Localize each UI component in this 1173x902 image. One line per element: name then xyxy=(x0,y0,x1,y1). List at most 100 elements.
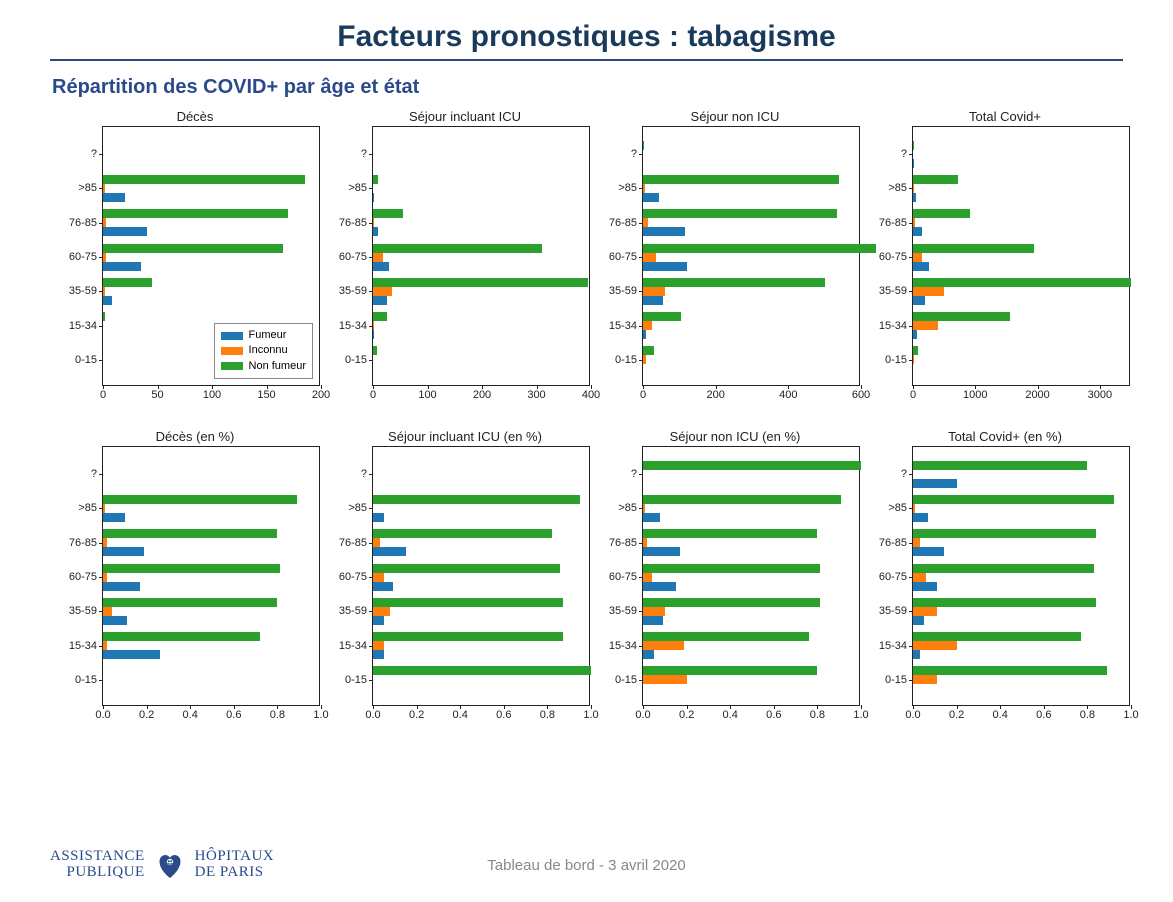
ytick-label: >85 xyxy=(78,182,97,194)
bar-non_fumeur xyxy=(913,312,1010,321)
bar-non_fumeur xyxy=(373,632,563,641)
bar-inconnu xyxy=(913,641,957,650)
xtick-label: 0.4 xyxy=(453,709,468,721)
plot-area: 0-1515-3435-5960-7576-85>85?010020030040… xyxy=(372,126,590,386)
ytick-label: ? xyxy=(901,148,907,160)
xtick-label: 0.0 xyxy=(905,709,920,721)
bar-inconnu xyxy=(913,321,938,330)
footer-caption: Tableau de bord - 3 avril 2020 xyxy=(487,857,685,874)
xtick-label: 200 xyxy=(473,389,491,401)
bar-non_fumeur xyxy=(643,312,681,321)
bar-non_fumeur xyxy=(103,312,105,321)
xtick-label: 50 xyxy=(151,389,163,401)
bar-non_fumeur xyxy=(913,495,1114,504)
bar-inconnu xyxy=(643,321,652,330)
bar-non_fumeur xyxy=(103,244,283,253)
legend-item: Fumeur xyxy=(221,328,306,343)
bar-non_fumeur xyxy=(103,495,297,504)
ytick-label: 15-34 xyxy=(879,640,907,652)
chart-panel: Séjour incluant ICU0-1515-3435-5960-7576… xyxy=(330,109,600,419)
bar-fumeur xyxy=(103,582,140,591)
ytick xyxy=(369,360,373,361)
bar-non_fumeur xyxy=(103,278,152,287)
bar-non_fumeur xyxy=(913,175,958,184)
xtick-label: 200 xyxy=(706,389,724,401)
logo-text: DE PARIS xyxy=(195,865,274,881)
xtick-label: 100 xyxy=(203,389,221,401)
ytick-label: 35-59 xyxy=(339,285,367,297)
bar-inconnu xyxy=(913,675,937,684)
bar-fumeur xyxy=(103,193,125,202)
ytick xyxy=(369,188,373,189)
bar-non_fumeur xyxy=(643,209,837,218)
bar-fumeur xyxy=(913,262,929,271)
legend-swatch xyxy=(221,347,243,355)
bar-inconnu xyxy=(643,218,648,227)
xtick-label: 0 xyxy=(100,389,106,401)
bar-fumeur xyxy=(643,227,685,236)
bar-fumeur xyxy=(913,227,922,236)
page-subtitle: Répartition des COVID+ par âge et état xyxy=(52,76,1173,99)
legend-swatch xyxy=(221,332,243,340)
xtick-label: 0.2 xyxy=(679,709,694,721)
bar-fumeur xyxy=(643,330,646,339)
ytick xyxy=(369,154,373,155)
ytick-label: 15-34 xyxy=(69,640,97,652)
xtick-label: 1.0 xyxy=(853,709,868,721)
title-underline xyxy=(50,59,1123,61)
xtick-label: 150 xyxy=(257,389,275,401)
bar-fumeur xyxy=(643,582,676,591)
ytick-label: ? xyxy=(901,468,907,480)
ytick xyxy=(369,508,373,509)
xtick-label: 0.4 xyxy=(993,709,1008,721)
ytick-label: >85 xyxy=(348,182,367,194)
bar-non_fumeur xyxy=(643,598,820,607)
bar-fumeur xyxy=(913,193,916,202)
ytick-label: 35-59 xyxy=(879,605,907,617)
chart-panel: Total Covid+ (en %)0-1515-3435-5960-7576… xyxy=(870,429,1140,739)
chart-panel: Séjour incluant ICU (en %)0-1515-3435-59… xyxy=(330,429,600,739)
bar-inconnu xyxy=(913,218,915,227)
bar-inconnu xyxy=(913,573,926,582)
ytick-label: 15-34 xyxy=(339,640,367,652)
bar-non_fumeur xyxy=(103,209,288,218)
bar-non_fumeur xyxy=(373,529,552,538)
bar-inconnu xyxy=(103,218,106,227)
bar-non_fumeur xyxy=(913,529,1096,538)
ytick-label: ? xyxy=(361,468,367,480)
bar-non_fumeur xyxy=(913,209,970,218)
bar-inconnu xyxy=(643,573,652,582)
panel-title: Total Covid+ xyxy=(870,109,1140,124)
bar-fumeur xyxy=(913,330,917,339)
ytick-label: >85 xyxy=(888,502,907,514)
ytick-label: 35-59 xyxy=(69,605,97,617)
bar-non_fumeur xyxy=(913,346,918,355)
bar-fumeur xyxy=(913,616,924,625)
panel-title: Décès xyxy=(60,109,330,124)
ytick-label: ? xyxy=(631,468,637,480)
xtick-label: 400 xyxy=(582,389,600,401)
bar-inconnu xyxy=(373,641,384,650)
xtick-label: 0.4 xyxy=(183,709,198,721)
heart-icon xyxy=(153,848,187,882)
bar-inconnu xyxy=(643,184,645,193)
bar-non_fumeur xyxy=(373,564,560,573)
bar-non_fumeur xyxy=(103,529,277,538)
bar-inconnu xyxy=(103,184,105,193)
ytick-label: 15-34 xyxy=(339,320,367,332)
ytick-label: 0-15 xyxy=(345,674,367,686)
xtick-label: 0 xyxy=(370,389,376,401)
bar-non_fumeur xyxy=(103,564,280,573)
bar-fumeur xyxy=(643,296,663,305)
bar-fumeur xyxy=(913,513,928,522)
ytick-label: 76-85 xyxy=(69,217,97,229)
ytick-label: 0-15 xyxy=(345,354,367,366)
ytick-label: 0-15 xyxy=(885,674,907,686)
ytick xyxy=(99,360,103,361)
bar-inconnu xyxy=(373,218,374,227)
bar-inconnu xyxy=(913,253,922,262)
bar-fumeur xyxy=(373,227,378,236)
ytick-label: 76-85 xyxy=(339,217,367,229)
ytick-label: 60-75 xyxy=(339,571,367,583)
ytick-label: 60-75 xyxy=(879,251,907,263)
